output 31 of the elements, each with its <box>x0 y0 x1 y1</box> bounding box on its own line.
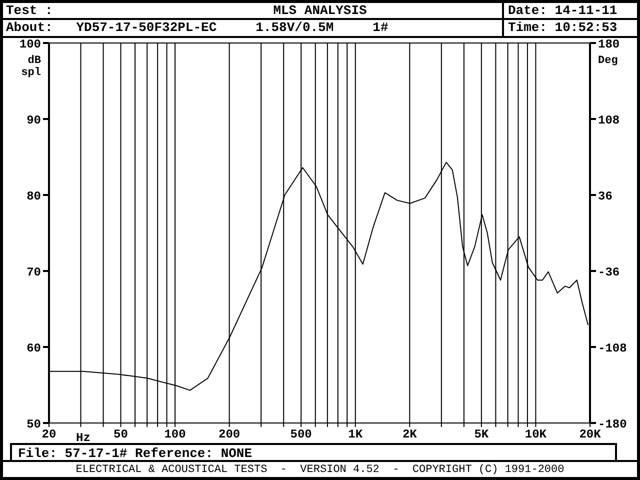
x-tick-label: 200 <box>218 428 240 442</box>
y-tick-label: 80 <box>26 189 41 204</box>
y2-tick-label: 36 <box>598 189 612 204</box>
y2-axis-title: Deg <box>598 55 618 67</box>
x-tick-label: 1K <box>348 428 364 442</box>
x-tick-label: 2K <box>402 428 418 442</box>
y-tick-label: 90 <box>26 113 41 128</box>
y-tick-label: 70 <box>26 265 41 280</box>
x-axis-title: Hz <box>76 431 90 445</box>
x-tick-label: 50 <box>114 428 128 442</box>
text: Time: 10:52:53 <box>508 20 618 35</box>
text: Date: 14-11-11 <box>508 3 618 18</box>
y-tick-label: 60 <box>26 341 41 356</box>
text: File: 57-17-1# Reference: NONE <box>18 446 252 461</box>
x-tick-label: 5K <box>474 428 490 442</box>
y2-tick-label: -108 <box>598 341 627 356</box>
text: ELECTRICAL & ACOUSTICAL TESTS - VERSION 4.52 - COPYRIGHT (C) 1991-2000 <box>74 464 566 476</box>
text: Test : <box>6 3 53 18</box>
x-tick-label: 20K <box>579 428 602 442</box>
y-tick-label: 50 <box>26 417 41 432</box>
text: About: YD57-17-50F32PL-EC 1.58V/0.5M 1# <box>6 20 388 35</box>
y-axis-title: dB spl <box>21 55 42 79</box>
chart-title: MLS ANALYSIS <box>273 3 367 18</box>
x-tick-label: 20 <box>42 428 56 442</box>
y2-tick-label: -36 <box>598 265 620 280</box>
x-tick-label: 100 <box>164 428 186 442</box>
x-tick-label: 500 <box>290 428 312 442</box>
y2-tick-label: 180 <box>598 37 620 52</box>
x-tick-label: 10K <box>524 428 548 442</box>
y-tick-label: 100 <box>19 37 41 52</box>
y2-tick-label: 108 <box>598 113 620 128</box>
